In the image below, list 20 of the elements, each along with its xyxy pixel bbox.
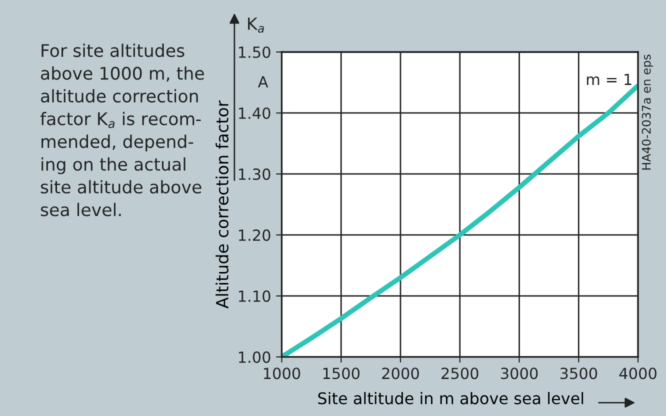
x-tick-label: 3500 bbox=[560, 368, 598, 380]
x-tick-label: 4000 bbox=[619, 368, 656, 380]
text: K$_{a}$ bbox=[248, 18, 264, 33]
text: A bbox=[258, 76, 268, 88]
x-tick-label: 2500 bbox=[442, 368, 478, 380]
x-tick-label: 1500 bbox=[323, 368, 360, 380]
x-axis-title: Site altitude in m above sea level bbox=[318, 392, 584, 404]
x-tick-label: 2000 bbox=[382, 368, 419, 380]
y-tick-label: 1.00 bbox=[238, 351, 270, 363]
text: For site altitudes above 1000 m, the altitude correction factor K$_{a}$ is recom- mended, depend- ing on the actual site altitude above sea level. bbox=[40, 44, 204, 216]
x-tick-label: 1000 bbox=[264, 368, 300, 380]
y-tick-label: 1.40 bbox=[238, 107, 270, 120]
annotation: m = 1 bbox=[586, 74, 632, 85]
y-tick-label: 1.50 bbox=[238, 46, 270, 58]
y-tick-label: 1.30 bbox=[238, 168, 270, 180]
y-tick-label: 1.20 bbox=[238, 229, 270, 241]
x-tick-label: 3000 bbox=[500, 368, 538, 380]
y-axis-title: Altitude correction factor bbox=[216, 100, 228, 308]
text: HA40-2037a en eps bbox=[642, 54, 654, 170]
y-tick-label: 1.10 bbox=[238, 290, 270, 302]
